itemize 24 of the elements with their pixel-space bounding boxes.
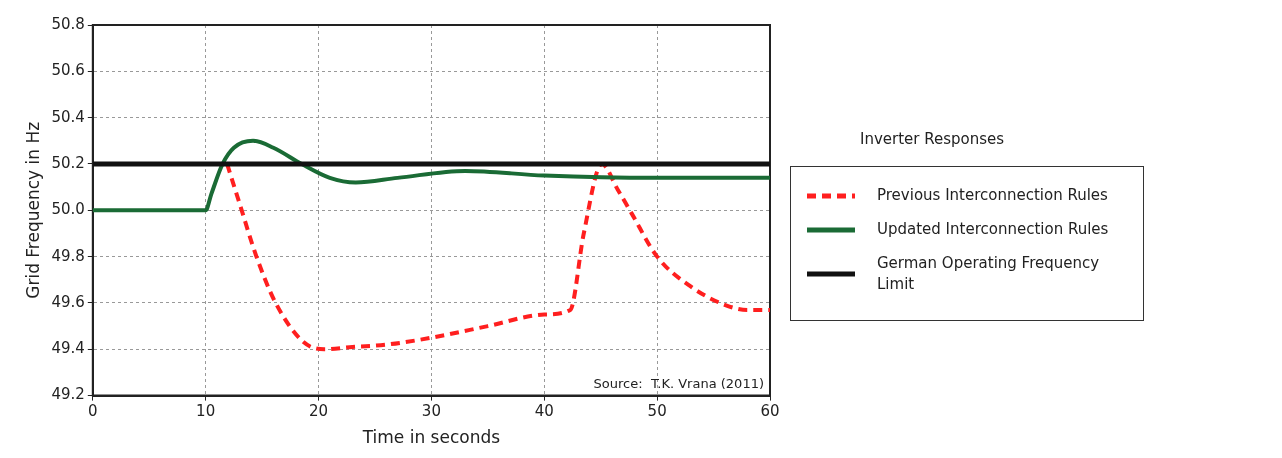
y-tick-label: 49.2 <box>51 385 85 404</box>
x-axis-title: Time in seconds <box>361 427 501 448</box>
y-tick-label: 50.4 <box>51 107 85 126</box>
legend-label: Previous Interconnection Rules <box>877 185 1108 206</box>
annotation: Source: T.K. Vrana (2011) <box>593 376 764 392</box>
y-tick-label: 49.8 <box>51 246 85 265</box>
y-tick-label: 50.0 <box>51 200 85 219</box>
x-tick-label: 0 <box>88 402 98 421</box>
y-axis-title: Grid Frequency in Hz <box>22 121 43 299</box>
x-tick-label: 60 <box>760 402 780 421</box>
legend-label: German Operating Frequency Limit <box>877 252 1101 296</box>
y-tick-label: 50.8 <box>51 14 85 33</box>
line-series <box>92 138 770 213</box>
x-tick-label: 20 <box>308 402 329 421</box>
legend-title: Inverter Responses <box>860 130 1006 148</box>
y-tick-label: 50.6 <box>51 61 85 80</box>
y-tick-label: 50.2 <box>51 153 85 172</box>
y-tick-label: 49.6 <box>51 292 85 311</box>
legend-label: Updated Interconnection Rules <box>877 218 1109 240</box>
x-tick-label: 30 <box>421 402 441 421</box>
x-tick-label: 40 <box>534 402 554 421</box>
x-tick-label: 10 <box>196 402 216 421</box>
x-tick-label: 50 <box>647 402 667 421</box>
y-tick-label: 49.4 <box>51 339 85 358</box>
